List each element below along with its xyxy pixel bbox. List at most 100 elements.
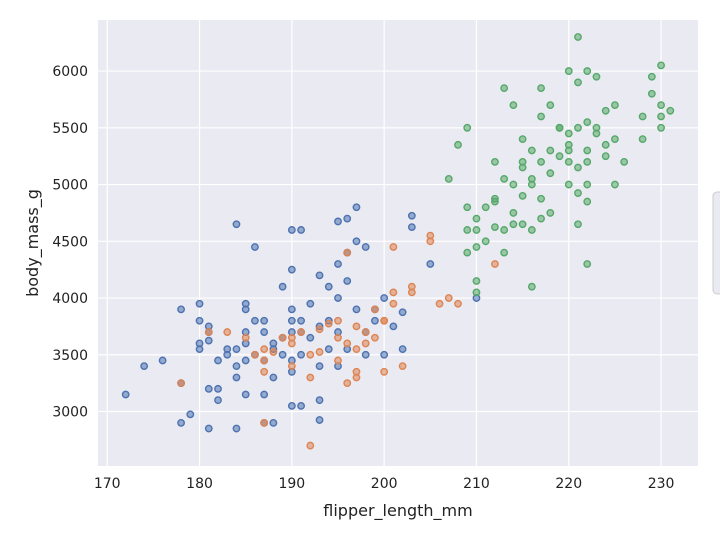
x-tick-label: 180 [186,476,213,492]
data-point [324,282,333,291]
data-point [518,192,527,200]
data-point [297,316,305,325]
series-1 [177,231,499,450]
data-point [527,146,536,155]
data-point [232,362,241,371]
y-tick-label: 3000 [52,405,88,421]
data-point [223,350,232,359]
data-point [454,299,462,308]
data-point [232,345,241,354]
data-point [491,223,499,232]
data-point [352,305,361,314]
data-point [407,223,416,232]
data-point [334,217,342,226]
data-point [204,384,213,393]
x-tick-label: 170 [94,476,121,492]
data-point [574,78,582,87]
data-point [574,123,582,132]
data-point [343,214,352,223]
data-point [260,328,269,336]
data-point [297,350,305,359]
data-point [472,288,481,297]
y-tick-label: 4000 [52,291,88,307]
data-point [574,220,582,229]
data-point [315,271,324,280]
y-tick-label: 5000 [52,178,88,194]
data-point [389,322,398,331]
data-point [177,379,185,388]
data-point [251,316,259,325]
data-point [509,220,518,229]
data-point [472,214,481,223]
data-point [269,348,278,356]
data-point [564,129,573,138]
data-point [546,209,555,217]
data-point [500,226,509,234]
data-point [564,146,573,155]
x-tick-label: 200 [371,476,398,492]
data-point [297,401,305,410]
data-point [657,123,665,132]
data-point [537,157,545,166]
data-point [306,441,315,450]
data-point [380,294,389,302]
data-point [472,226,481,234]
data-point [574,163,582,172]
data-point [195,299,204,308]
x-axis-label: flipper_length_mm [323,501,472,521]
data-point [611,101,619,110]
data-point [463,226,472,234]
data-point [537,112,545,121]
data-point [638,135,647,144]
data-point [527,226,536,234]
data-point [315,362,324,371]
data-point [537,84,545,92]
data-point [214,356,222,365]
data-point [583,180,592,189]
data-point [611,180,619,189]
data-point [435,299,444,308]
data-point [121,390,130,399]
data-point [260,316,269,325]
y-tick-label: 6000 [52,64,88,80]
data-point [278,282,287,291]
data-point [306,350,315,359]
data-point [269,418,278,427]
data-point [334,356,342,365]
data-point [583,260,592,268]
data-point [297,226,305,234]
data-point [297,328,305,336]
series-0 [121,203,481,433]
data-point [389,299,398,308]
data-point [491,157,499,166]
data-point [361,339,370,348]
data-point [334,294,342,302]
data-point [204,336,213,345]
data-point [324,345,333,354]
data-point [177,305,185,314]
data-point [269,373,278,382]
data-point [260,356,269,365]
data-point [343,248,352,257]
data-point [481,237,490,246]
data-point [352,237,361,246]
data-point [287,305,296,314]
data-point [214,396,222,405]
data-point [537,214,545,223]
data-point [287,316,296,325]
data-point [287,339,296,348]
data-point [343,277,352,285]
data-point [647,72,656,81]
data-point [546,146,555,155]
data-point [518,157,527,166]
data-point [306,333,315,342]
data-point [214,384,222,393]
data-point [537,194,545,203]
data-point [546,101,555,110]
data-point [195,316,204,325]
x-tick-label: 230 [648,476,675,492]
data-point [657,112,665,121]
data-point [564,67,573,75]
data-point [444,294,453,302]
data-point [241,390,250,399]
